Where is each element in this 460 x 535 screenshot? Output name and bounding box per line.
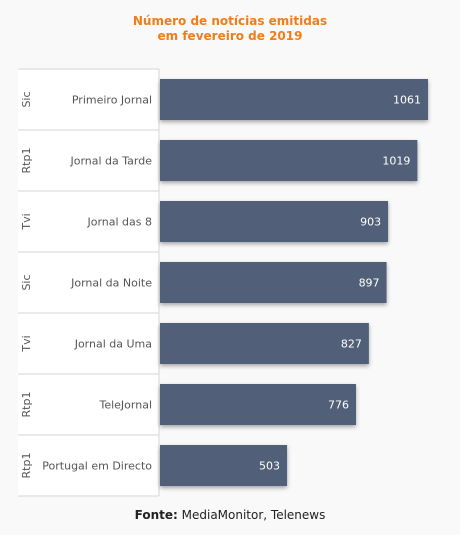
channel-label: Rtp1 (20, 148, 33, 174)
channel-label: Tvi (20, 335, 33, 352)
bar-value-label: 776 (328, 399, 349, 412)
program-label: Jornal da Tarde (69, 155, 152, 168)
program-label: Portugal em Directo (42, 460, 152, 473)
bar-value-label: 897 (359, 277, 380, 290)
program-label: TeleJornal (98, 399, 152, 412)
bar (160, 262, 387, 303)
bar-value-label: 903 (360, 216, 381, 229)
channel-label: Tvi (20, 213, 33, 230)
bar (160, 201, 389, 242)
bar (160, 79, 428, 120)
bar-value-label: 503 (259, 460, 280, 473)
label-panel-background (18, 69, 159, 496)
program-label: Primeiro Jornal (72, 94, 152, 107)
bar (160, 445, 288, 486)
source-note: Fonte: MediaMonitor, Telenews (0, 508, 460, 522)
channel-label: Sic (20, 91, 33, 107)
bar-value-label: 1061 (393, 94, 421, 107)
bar (160, 323, 369, 364)
chart-title-line2: em fevereiro de 2019 (157, 29, 303, 43)
channel-label: Rtp1 (20, 392, 33, 418)
bar (160, 140, 418, 181)
chart-title-line1: Número de notícias emitidas (132, 14, 328, 28)
source-text: MediaMonitor, Telenews (181, 508, 326, 522)
bar-value-label: 1019 (382, 155, 410, 168)
program-label: Jornal da Noite (70, 277, 152, 290)
channel-label: Sic (20, 274, 33, 290)
source-label: Fonte: (134, 508, 178, 522)
bar (160, 384, 357, 425)
program-label: Jornal das 8 (86, 216, 152, 229)
program-label: Jornal da Uma (74, 338, 152, 351)
channel-label: Rtp1 (20, 453, 33, 479)
bar-value-label: 827 (341, 338, 362, 351)
